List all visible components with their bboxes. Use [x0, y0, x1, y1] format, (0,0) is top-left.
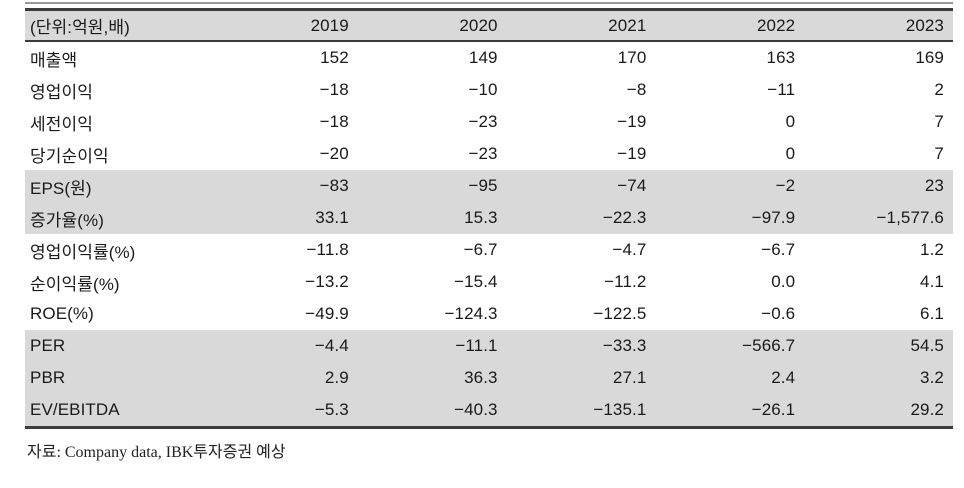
table-row: ROE(%) −49.9 −124.3 −122.5 −0.6 6.1 — [25, 298, 953, 330]
cell-value: −40.3 — [454, 400, 498, 419]
cell-value: 163 — [766, 48, 796, 67]
cell-value: −8 — [626, 80, 647, 99]
cell-value: −11.1 — [455, 336, 498, 355]
row-label: 순이익률(%) — [30, 274, 120, 294]
cell-value: −2 — [775, 176, 796, 195]
row-label: EPS(원) — [30, 178, 92, 198]
cell-value: −83 — [319, 176, 349, 195]
cell-value: 6.1 — [920, 304, 944, 323]
cell-value: −5.3 — [314, 400, 349, 419]
year-column-header: 2023 — [905, 15, 944, 35]
cell-value: 0 — [785, 112, 796, 131]
row-label: 세전이익 — [30, 114, 93, 134]
cell-value: −122.5 — [593, 304, 647, 323]
cell-value: 54.5 — [910, 336, 944, 355]
cell-value: −1,577.6 — [876, 208, 944, 227]
cell-value: −566.7 — [742, 336, 796, 355]
cell-value: −74 — [617, 176, 647, 195]
source-note: 자료: Company data, IBK투자증권 예상 — [27, 444, 286, 461]
cell-value: −19 — [617, 112, 647, 131]
cell-value: −11.2 — [604, 272, 647, 291]
row-label: EV/EBITDA — [30, 400, 120, 419]
row-label: 증가율(%) — [30, 210, 104, 230]
cell-value: 7 — [934, 112, 944, 131]
row-label: 당기순이익 — [30, 146, 109, 166]
cell-value: 33.1 — [315, 208, 349, 227]
cell-value: −18 — [319, 112, 349, 131]
table-row: 매출액 152 149 170 163 169 — [25, 42, 953, 74]
cell-value: −15.4 — [454, 272, 498, 291]
table-row: PBR 2.9 36.3 27.1 2.4 3.2 — [25, 362, 953, 394]
year-column-header: 2020 — [459, 15, 498, 35]
cell-value: −19 — [617, 144, 647, 163]
cell-value: 149 — [468, 48, 498, 67]
cell-value: 2.9 — [324, 368, 349, 387]
cell-value: −95 — [468, 176, 498, 195]
cell-value: 169 — [915, 48, 944, 67]
table-row: 세전이익 −18 −23 −19 0 7 — [25, 106, 953, 138]
cell-value: 3.2 — [920, 368, 944, 387]
row-label: PER — [30, 336, 66, 355]
table-row: PER −4.4 −11.1 −33.3 −566.7 54.5 — [25, 330, 953, 362]
row-label: PBR — [30, 368, 66, 387]
cell-value: −23 — [468, 112, 498, 131]
table-row: 영업이익 −18 −10 −8 −11 2 — [25, 74, 953, 106]
cell-value: −49.9 — [305, 304, 349, 323]
cell-value: −33.3 — [602, 336, 647, 355]
year-column-header: 2022 — [756, 15, 796, 35]
table-row: 당기순이익 −20 −23 −19 0 7 — [25, 138, 953, 170]
cell-value: −18 — [319, 80, 349, 99]
cell-value: −23 — [468, 144, 498, 163]
row-label: 영업이익 — [30, 82, 93, 102]
cell-value: −6.7 — [761, 240, 796, 259]
financial-summary-page: (단위:억원,배) 2019 2020 2021 2022 2023 매출액 152 149… — [25, 0, 953, 462]
table-body: 매출액 152 149 170 163 169 영업이익 −18 −10 −8 −11 2 세전이익 −1… — [25, 42, 953, 426]
cell-value: 2 — [934, 80, 944, 99]
cell-value: −11 — [767, 80, 796, 99]
cell-value: −97.9 — [751, 208, 796, 227]
cell-value: 2.4 — [771, 368, 796, 387]
top-rule-divider — [25, 2, 953, 4]
cell-value: 23 — [924, 176, 944, 195]
cell-value: 29.2 — [910, 400, 944, 419]
cell-value: 0 — [785, 144, 796, 163]
year-column-header: 2019 — [310, 15, 349, 35]
cell-value: 36.3 — [464, 368, 498, 387]
table-row: 증가율(%) 33.1 15.3 −22.3 −97.9 −1,577.6 — [25, 202, 953, 234]
table-row: EPS(원) −83 −95 −74 −2 23 — [25, 170, 953, 202]
row-label: ROE(%) — [30, 304, 94, 323]
table-row: 영업이익률(%) −11.8 −6.7 −4.7 −6.7 1.2 — [25, 234, 953, 266]
cell-value: 7 — [934, 144, 944, 163]
cell-value: 1.2 — [920, 240, 944, 259]
cell-value: −124.3 — [444, 304, 498, 323]
cell-value: −4.7 — [612, 240, 647, 259]
cell-value: −22.3 — [602, 208, 647, 227]
cell-value: 0.0 — [771, 272, 796, 291]
cell-value: −6.7 — [463, 240, 498, 259]
row-label: 매출액 — [30, 50, 78, 70]
table-row: EV/EBITDA −5.3 −40.3 −135.1 −26.1 29.2 — [25, 394, 953, 426]
table-header-row: (단위:억원,배) 2019 2020 2021 2022 2023 — [25, 11, 953, 42]
financial-table: (단위:억원,배) 2019 2020 2021 2022 2023 매출액 152 149… — [25, 8, 953, 429]
table-row: 순이익률(%) −13.2 −15.4 −11.2 0.0 4.1 — [25, 266, 953, 298]
cell-value: −26.1 — [751, 400, 796, 419]
cell-value: 15.3 — [464, 208, 498, 227]
cell-value: −11.8 — [306, 240, 349, 259]
row-label: 영업이익률(%) — [30, 242, 136, 262]
cell-value: 27.1 — [612, 368, 647, 387]
cell-value: 152 — [320, 48, 349, 67]
cell-value: −10 — [468, 80, 498, 99]
cell-value: −4.4 — [314, 336, 349, 355]
cell-value: 170 — [617, 48, 647, 67]
unit-label: (단위:억원,배) — [30, 18, 130, 37]
cell-value: −20 — [319, 144, 349, 163]
cell-value: −135.1 — [593, 400, 647, 419]
cell-value: −0.6 — [761, 304, 796, 323]
cell-value: −13.2 — [305, 272, 349, 291]
year-column-header: 2021 — [608, 15, 647, 35]
cell-value: 4.1 — [920, 272, 944, 291]
